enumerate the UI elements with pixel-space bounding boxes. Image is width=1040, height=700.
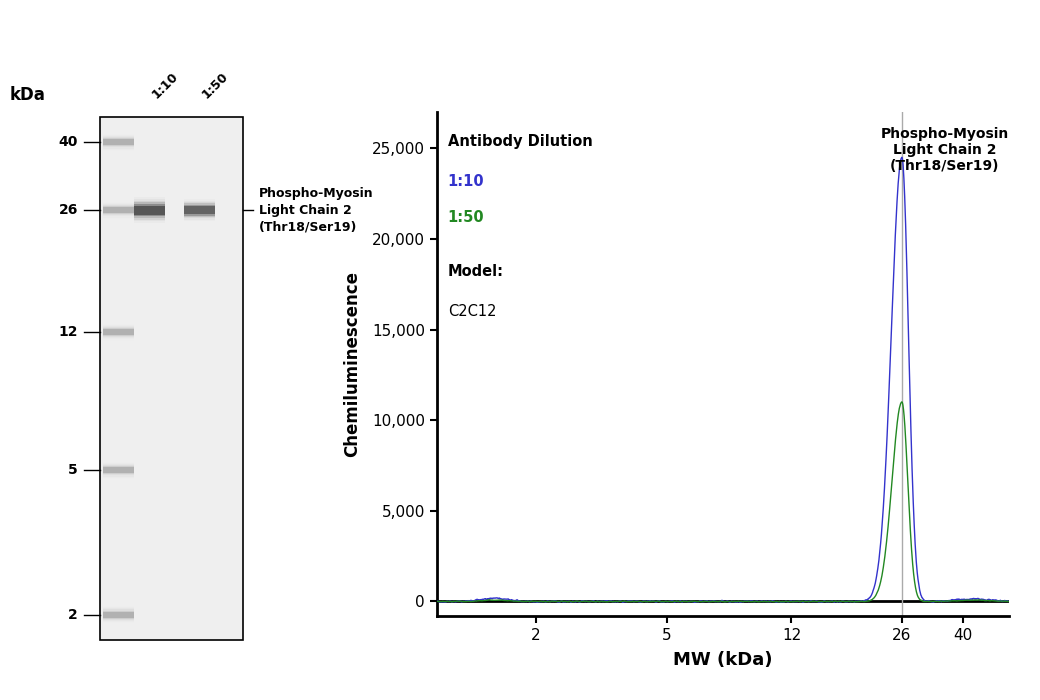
- Text: C2C12: C2C12: [448, 304, 496, 319]
- Y-axis label: Chemiluminescence: Chemiluminescence: [343, 271, 361, 457]
- Bar: [103, 135, 134, 150]
- Bar: [103, 134, 134, 150]
- Bar: [134, 206, 165, 215]
- Bar: [103, 328, 134, 336]
- Bar: [103, 202, 134, 218]
- Bar: [103, 467, 134, 473]
- Bar: [103, 139, 134, 146]
- Bar: [184, 206, 215, 214]
- Text: 1:10: 1:10: [150, 70, 181, 101]
- Text: 1:50: 1:50: [200, 70, 231, 101]
- Bar: [103, 206, 134, 214]
- X-axis label: MW (kDa): MW (kDa): [673, 651, 773, 669]
- Bar: [103, 612, 134, 618]
- Bar: [103, 326, 134, 338]
- Bar: [103, 464, 134, 477]
- Bar: [103, 137, 134, 148]
- Bar: [134, 197, 165, 223]
- Bar: [103, 207, 134, 214]
- Bar: [103, 462, 134, 479]
- Bar: [103, 329, 134, 335]
- Bar: [103, 327, 134, 337]
- Text: Phospho-Myosin
Light Chain 2
(Thr18/Ser19): Phospho-Myosin Light Chain 2 (Thr18/Ser1…: [259, 187, 373, 234]
- Text: 12: 12: [58, 325, 78, 339]
- Text: kDa: kDa: [9, 86, 45, 104]
- Bar: [103, 466, 134, 475]
- Bar: [103, 608, 134, 622]
- Bar: [103, 463, 134, 477]
- Bar: [103, 610, 134, 620]
- Bar: [103, 204, 134, 216]
- Bar: [103, 205, 134, 216]
- Bar: [184, 203, 215, 217]
- Bar: [103, 323, 134, 341]
- Bar: [103, 136, 134, 148]
- Bar: [134, 202, 165, 218]
- Bar: [103, 203, 134, 218]
- Bar: [184, 199, 215, 221]
- Bar: [103, 138, 134, 146]
- Text: Phospho-Myosin
Light Chain 2
(Thr18/Ser19): Phospho-Myosin Light Chain 2 (Thr18/Ser1…: [881, 127, 1009, 173]
- Text: 5: 5: [69, 463, 78, 477]
- Bar: [134, 201, 165, 220]
- Text: Antibody Dilution: Antibody Dilution: [448, 134, 593, 149]
- Bar: [134, 204, 165, 216]
- Bar: [184, 200, 215, 220]
- Bar: [103, 465, 134, 475]
- Text: 1:50: 1:50: [448, 210, 485, 225]
- Bar: [103, 608, 134, 621]
- Bar: [103, 325, 134, 340]
- Bar: [103, 606, 134, 623]
- Bar: [184, 204, 215, 216]
- Bar: [103, 610, 134, 619]
- Text: 26: 26: [58, 203, 78, 217]
- Text: 40: 40: [58, 135, 78, 149]
- Text: Model:: Model:: [448, 265, 503, 279]
- Bar: [134, 199, 165, 221]
- Bar: [184, 202, 215, 218]
- Text: 1:10: 1:10: [448, 174, 485, 188]
- Text: 2: 2: [69, 608, 78, 622]
- Bar: [100, 117, 243, 640]
